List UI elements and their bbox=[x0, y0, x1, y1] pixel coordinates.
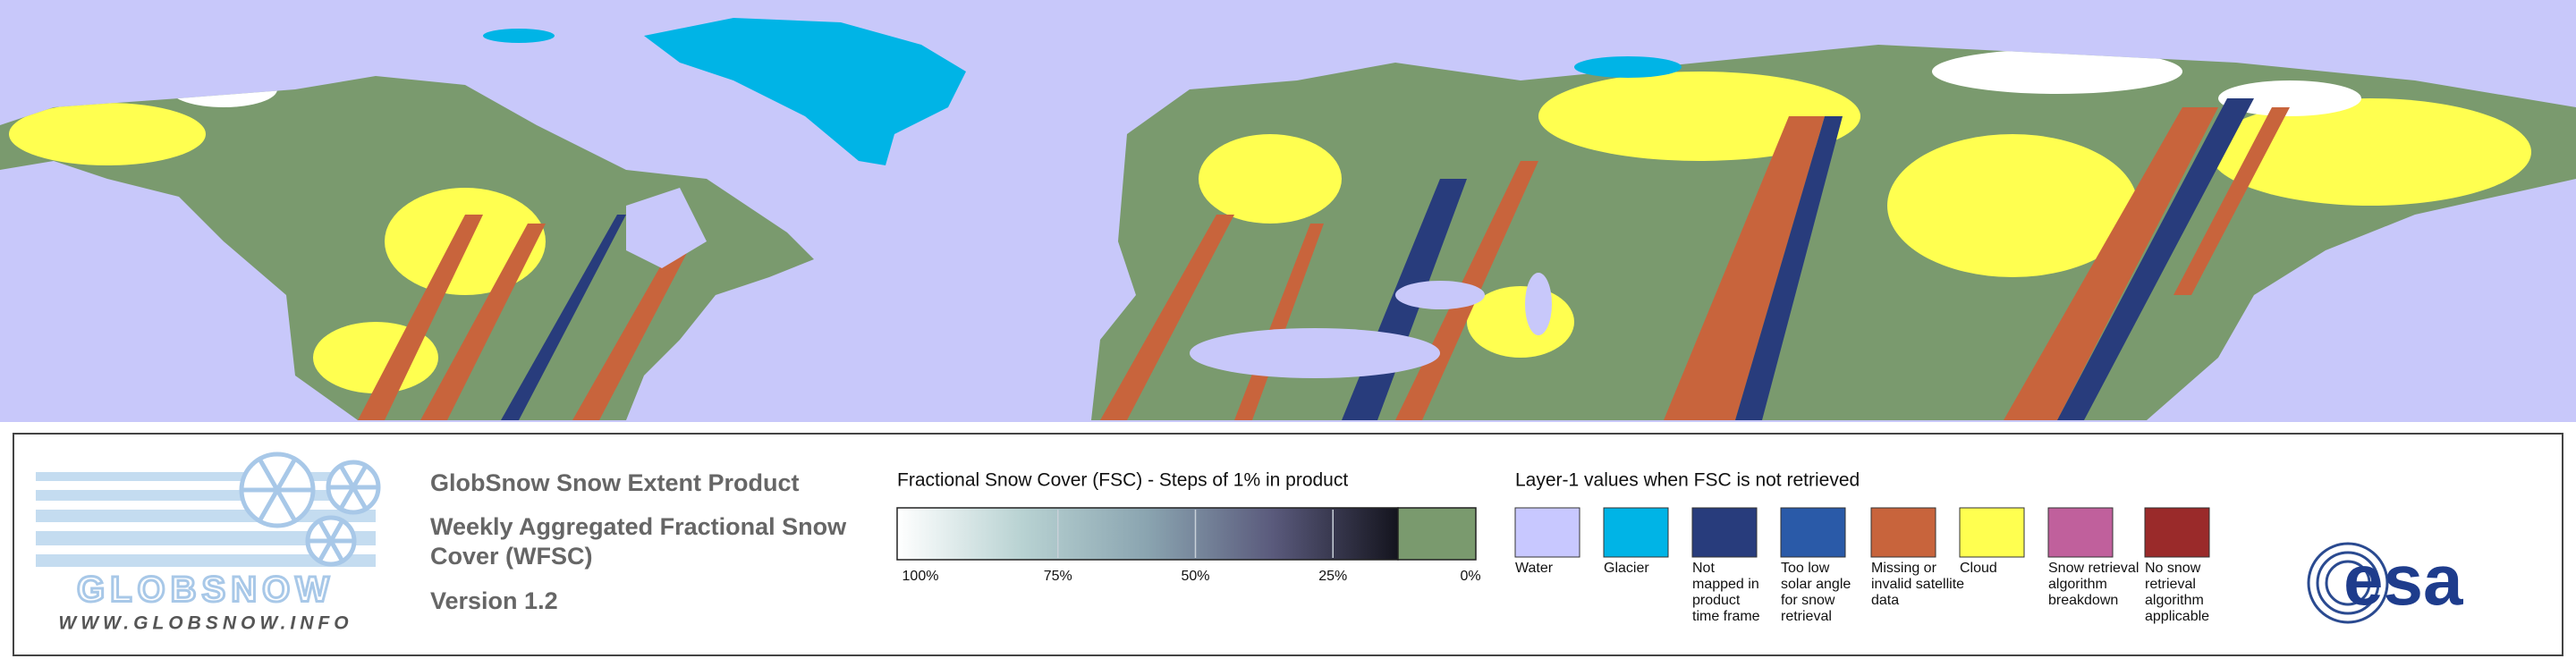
cloud bbox=[9, 103, 206, 165]
snowflakes bbox=[239, 452, 381, 567]
product-subtitle: Cover (WFSC) bbox=[430, 543, 593, 570]
colorbar bbox=[896, 507, 1399, 561]
cloud bbox=[1199, 134, 1342, 224]
snowflake-arms bbox=[308, 519, 354, 563]
legend-swatch bbox=[1691, 507, 1758, 558]
legend-label: Snow retrieval bbox=[2048, 561, 2139, 576]
colorbar-title: Fractional Snow Cover (FSC) - Steps of 1… bbox=[897, 470, 1348, 491]
colorbar-no-snow bbox=[1397, 507, 1477, 561]
greenland bbox=[644, 18, 966, 165]
legend-label: algorithm bbox=[2048, 577, 2107, 592]
product-title: GlobSnow Snow Extent Product bbox=[430, 469, 800, 496]
swath bbox=[2004, 107, 2218, 420]
legend-label: mapped in bbox=[1692, 577, 1759, 592]
esa-logo: esa bbox=[2307, 540, 2463, 624]
colorbar-tick-label: 100% bbox=[902, 569, 939, 584]
legend-label: retrieval bbox=[1781, 609, 1832, 624]
cloud bbox=[1887, 134, 2138, 277]
black-sea bbox=[1395, 281, 1485, 309]
swath bbox=[1735, 116, 1843, 420]
swath bbox=[2057, 98, 2254, 420]
legend-swatch bbox=[2144, 507, 2210, 558]
legend-label: Glacier bbox=[1604, 561, 1649, 576]
legend-swatch bbox=[1514, 507, 1580, 558]
colorbar-tick-label: 25% bbox=[1318, 569, 1347, 584]
swath bbox=[1664, 116, 1825, 420]
legend-label: time frame bbox=[1692, 609, 1760, 624]
legend-swatch bbox=[1870, 507, 1936, 558]
snow bbox=[1932, 49, 2182, 94]
logo-url: WWW.GLOBSNOW.INFO bbox=[58, 613, 352, 634]
legend-label: Too low bbox=[1781, 561, 1830, 576]
swirl bbox=[2316, 551, 2380, 615]
legend-swatch bbox=[1603, 507, 1669, 558]
swirl bbox=[2307, 542, 2389, 624]
logo-stripe bbox=[36, 472, 376, 481]
legend-label: data bbox=[1871, 593, 1899, 608]
legend-label: for snow bbox=[1781, 593, 1835, 608]
land bbox=[0, 45, 2576, 420]
snowflake-arms bbox=[242, 457, 313, 523]
logo-stripe bbox=[36, 490, 376, 501]
swath bbox=[501, 215, 626, 420]
mediterranean bbox=[1190, 328, 1440, 378]
layer1-title: Layer-1 values when FSC is not retrieved bbox=[1515, 470, 1860, 491]
legend-swatch bbox=[1780, 507, 1846, 558]
globsnow-logo: GLOBSNOW WWW.GLOBSNOW.INFO bbox=[36, 452, 381, 634]
legend-label: Cloud bbox=[1960, 561, 1997, 576]
legend-label: Missing or bbox=[1871, 561, 1937, 576]
colorbar-tick-label: 75% bbox=[1044, 569, 1072, 584]
swath bbox=[420, 224, 546, 420]
svalbard bbox=[1574, 56, 1682, 78]
legend-label: Not bbox=[1692, 561, 1715, 576]
legend-swatch bbox=[1959, 507, 2025, 558]
colorbar-tick-label: 0% bbox=[1460, 569, 1480, 584]
swath bbox=[1100, 215, 1234, 420]
legend-label: algorithm bbox=[2145, 593, 2204, 608]
arctic-ice bbox=[483, 29, 555, 43]
cloud bbox=[2209, 98, 2531, 206]
snow bbox=[2218, 80, 2361, 116]
legend-label: product bbox=[1692, 593, 1741, 608]
colorbar-tick-label: 50% bbox=[1181, 569, 1209, 584]
legend-label: Water bbox=[1515, 561, 1554, 576]
legend-label: solar angle bbox=[1781, 577, 1851, 592]
logo-stripe bbox=[36, 554, 376, 567]
snowflake-arms bbox=[328, 464, 378, 511]
legend-label: breakdown bbox=[2048, 593, 2118, 608]
swath bbox=[358, 215, 483, 420]
logo-stripe bbox=[36, 531, 376, 545]
product-subtitle: Weekly Aggregated Fractional Snow bbox=[430, 513, 847, 540]
colorbar-ticks: 100% 75% 50% 25% 0% bbox=[902, 510, 1481, 584]
product-version: Version 1.2 bbox=[430, 587, 558, 614]
logo-name: GLOBSNOW bbox=[77, 570, 335, 610]
hudson-bay bbox=[626, 188, 707, 268]
legend-label: No snow bbox=[2145, 561, 2201, 576]
legend-label: invalid satellite bbox=[1871, 577, 1964, 592]
swath bbox=[2174, 107, 2290, 295]
legend-label: retrieval bbox=[2145, 577, 2196, 592]
esa-wordmark: esa bbox=[2343, 540, 2463, 620]
esa-swirl bbox=[2307, 542, 2389, 624]
swirl bbox=[2325, 560, 2371, 606]
map bbox=[0, 0, 2576, 422]
legend-label: applicable bbox=[2145, 609, 2209, 624]
swath bbox=[572, 232, 698, 420]
legend-swatch bbox=[2047, 507, 2114, 558]
caspian-sea bbox=[1525, 273, 1552, 335]
